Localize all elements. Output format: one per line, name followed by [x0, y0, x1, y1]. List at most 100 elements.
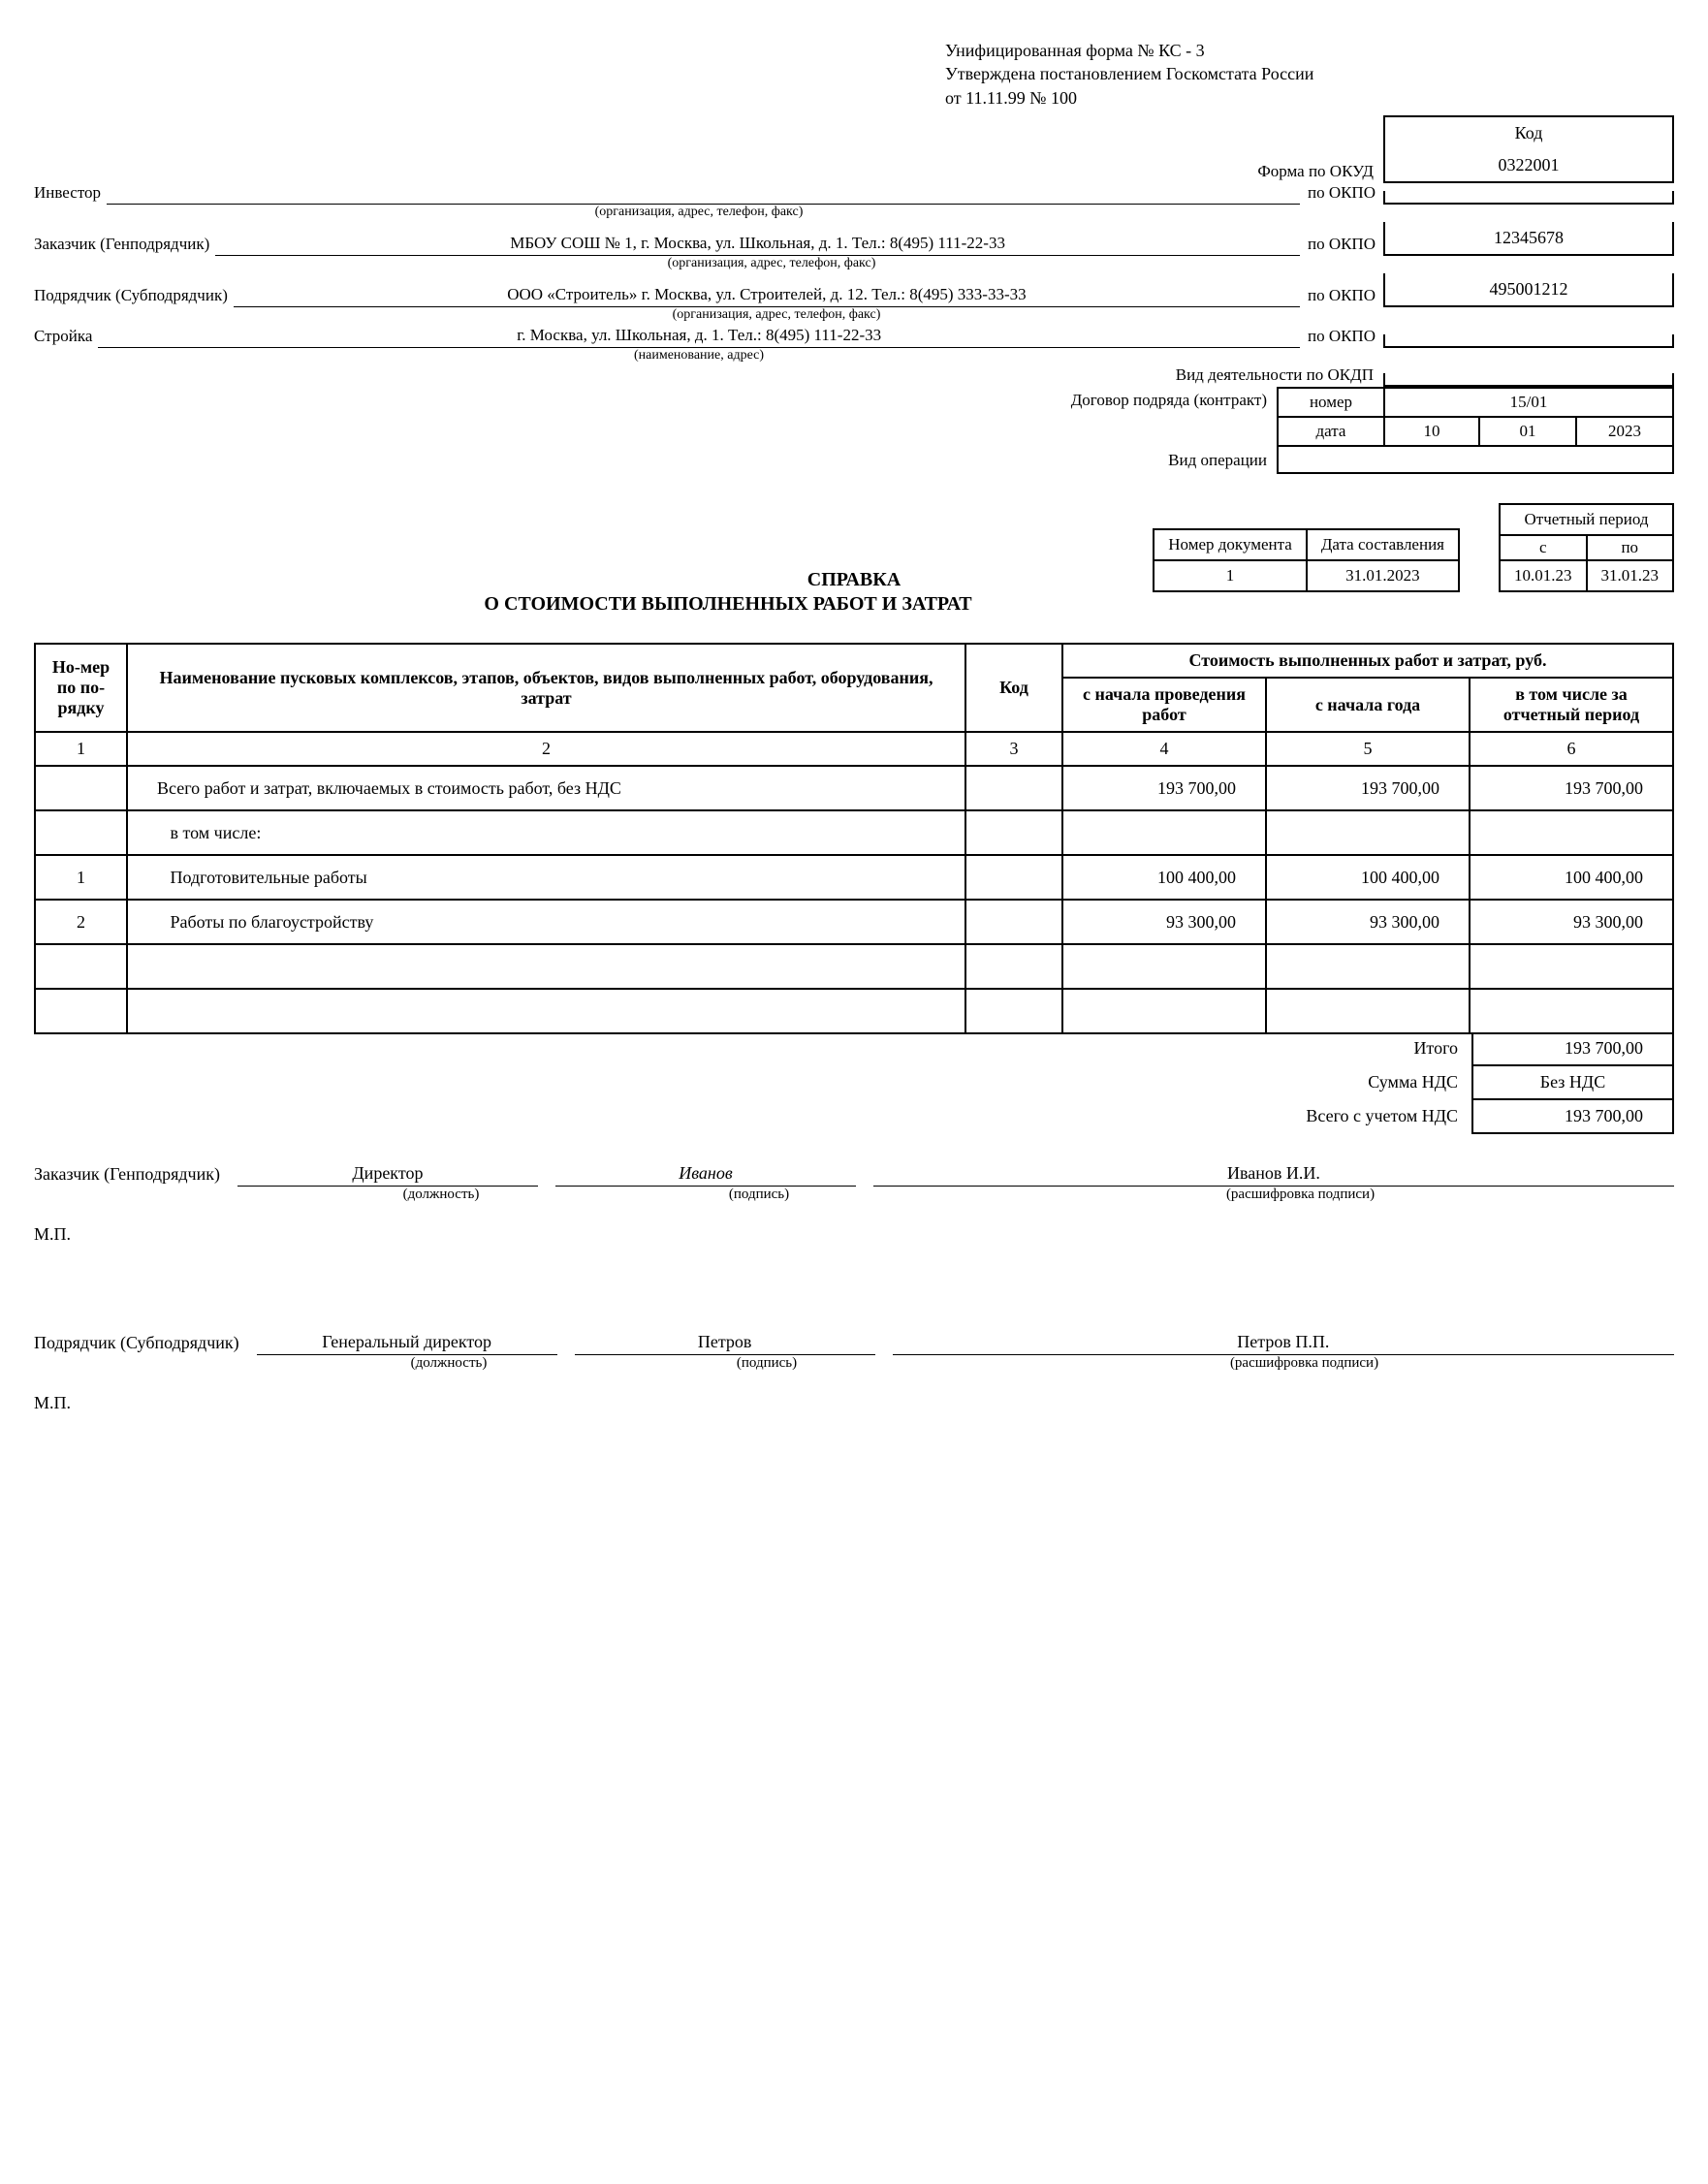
contract-date-label: дата: [1277, 418, 1383, 447]
contractor-name: Петров П.П.: [893, 1332, 1674, 1355]
table-row: 2 Работы по благоустройству93 300,0093 3…: [35, 900, 1673, 944]
cell-num: [35, 944, 127, 989]
operation-label: Вид операции: [34, 447, 1277, 474]
col-number: 5: [1266, 732, 1470, 766]
title-line2: О СТОИМОСТИ ВЫПОЛНЕННЫХ РАБОТ И ЗАТРАТ: [0, 593, 1674, 616]
cell-v4: 100 400,00: [1062, 855, 1266, 900]
col-cost-group: Стоимость выполненных работ и затрат, ру…: [1062, 644, 1673, 678]
cell-v4: [1062, 810, 1266, 855]
party-value: [107, 183, 1300, 205]
cell-num: [35, 810, 127, 855]
cell-code: [965, 766, 1062, 810]
nds-value: Без НДС: [1471, 1066, 1674, 1100]
signature-customer: Заказчик (Генподрядчик) Директор Иванов …: [34, 1163, 1674, 1245]
hint-position: (должность): [299, 1355, 599, 1372]
doc-num-label: Номер документа: [1154, 529, 1307, 560]
table-row: [35, 944, 1673, 989]
form-header-line: от 11.11.99 № 100: [945, 86, 1674, 110]
itogo-value: 193 700,00: [1471, 1032, 1674, 1066]
col-number: 1: [35, 732, 127, 766]
table-row: [35, 989, 1673, 1033]
cell-name: [127, 989, 965, 1033]
contract-date-m: 01: [1480, 418, 1577, 447]
mp-stamp: М.П.: [34, 1224, 1674, 1245]
party-hint: (наименование, адрес): [121, 348, 1277, 364]
okud-label: Форма по ОКУД: [34, 162, 1383, 183]
col-6: в том числе за отчетный период: [1470, 678, 1673, 732]
cell-v5: 193 700,00: [1266, 766, 1470, 810]
operation-value: [1277, 447, 1674, 474]
period-from: 10.01.23: [1500, 560, 1587, 591]
contract-date-d: 10: [1383, 418, 1480, 447]
title-block: Номер документа Дата составления 1 31.01…: [34, 503, 1674, 616]
party-value: г. Москва, ул. Школьная, д. 1. Тел.: 8(4…: [98, 325, 1300, 348]
cell-num: [35, 766, 127, 810]
totals: Итого 193 700,00 Сумма НДС Без НДС Всего…: [34, 1032, 1674, 1134]
okpo-value: 495001212: [1383, 273, 1674, 307]
col-num: Но-мер по по-рядку: [35, 644, 127, 732]
cell-name: Подготовительные работы: [127, 855, 965, 900]
party-label: Подрядчик (Субподрядчик): [34, 286, 234, 307]
cell-v4: 93 300,00: [1062, 900, 1266, 944]
okud-value: 0322001: [1383, 149, 1674, 183]
total-label: Всего с учетом НДС: [1306, 1100, 1471, 1134]
contractor-position: Генеральный директор: [257, 1332, 557, 1355]
hint-name: (расшифровка подписи): [934, 1355, 1674, 1372]
cell-v5: [1266, 810, 1470, 855]
okpo-label: по ОКПО: [1300, 327, 1383, 348]
okpo-label: по ОКПО: [1300, 235, 1383, 256]
contract-number: 15/01: [1383, 387, 1674, 418]
cell-name: Всего работ и затрат, включаемых в стоим…: [127, 766, 965, 810]
hint-position: (должность): [291, 1187, 591, 1203]
kod-header: Код: [1383, 115, 1674, 149]
okpo-label: по ОКПО: [1300, 183, 1383, 205]
cell-v6: [1470, 810, 1673, 855]
okpo-value: 12345678: [1383, 222, 1674, 256]
customer-position: Директор: [237, 1163, 538, 1187]
cell-v6: [1470, 989, 1673, 1033]
customer-name: Иванов И.И.: [873, 1163, 1674, 1187]
col-number: 4: [1062, 732, 1266, 766]
hint-name: (расшифровка подписи): [927, 1187, 1674, 1203]
customer-role: Заказчик (Генподрядчик): [34, 1164, 220, 1187]
period-from-label: с: [1500, 535, 1587, 560]
cell-v5: 100 400,00: [1266, 855, 1470, 900]
cell-code: [965, 900, 1062, 944]
table-row: Всего работ и затрат, включаемых в стоим…: [35, 766, 1673, 810]
cell-v5: [1266, 989, 1470, 1033]
party-value: ООО «Строитель» г. Москва, ул. Строителе…: [234, 284, 1300, 307]
col-5: с начала года: [1266, 678, 1470, 732]
cell-v5: [1266, 944, 1470, 989]
cell-v6: 93 300,00: [1470, 900, 1673, 944]
hint-sign: (подпись): [609, 1187, 909, 1203]
col-name: Наименование пусковых комплексов, этапов…: [127, 644, 965, 732]
party-label: Инвестор: [34, 183, 107, 205]
form-header-line: Унифицированная форма № КС - 3: [945, 39, 1674, 62]
period-to-label: по: [1587, 535, 1674, 560]
table-row: 1 Подготовительные работы100 400,00100 4…: [35, 855, 1673, 900]
okpo-value: [1383, 191, 1674, 205]
contractor-sign: Петров: [575, 1332, 875, 1355]
party-hint: (организация, адрес, телефон, факс): [276, 307, 1277, 323]
mp-stamp: М.П.: [34, 1393, 1674, 1413]
period-to: 31.01.23: [1587, 560, 1674, 591]
table-row: в том числе:: [35, 810, 1673, 855]
code-grid: Код Форма по ОКУД 0322001 Инвестор по ОКП…: [34, 115, 1674, 474]
cell-code: [965, 855, 1062, 900]
cell-code: [965, 989, 1062, 1033]
col-code: Код: [965, 644, 1062, 732]
doc-date-label: Дата составления: [1307, 529, 1459, 560]
cell-v4: 193 700,00: [1062, 766, 1266, 810]
contract-label: Договор подряда (контракт): [34, 387, 1277, 418]
cell-v6: 100 400,00: [1470, 855, 1673, 900]
cell-code: [965, 944, 1062, 989]
cell-num: 1: [35, 855, 127, 900]
party-value: МБОУ СОШ № 1, г. Москва, ул. Школьная, д…: [215, 233, 1300, 256]
okdp-value: [1383, 373, 1674, 387]
cell-v4: [1062, 989, 1266, 1033]
form-header-line: Утверждена постановлением Госкомстата Ро…: [945, 62, 1674, 85]
col-number: 6: [1470, 732, 1673, 766]
doc-num: 1: [1154, 560, 1307, 591]
form-header: Унифицированная форма № КС - 3 Утвержден…: [945, 39, 1674, 110]
col-number: 3: [965, 732, 1062, 766]
